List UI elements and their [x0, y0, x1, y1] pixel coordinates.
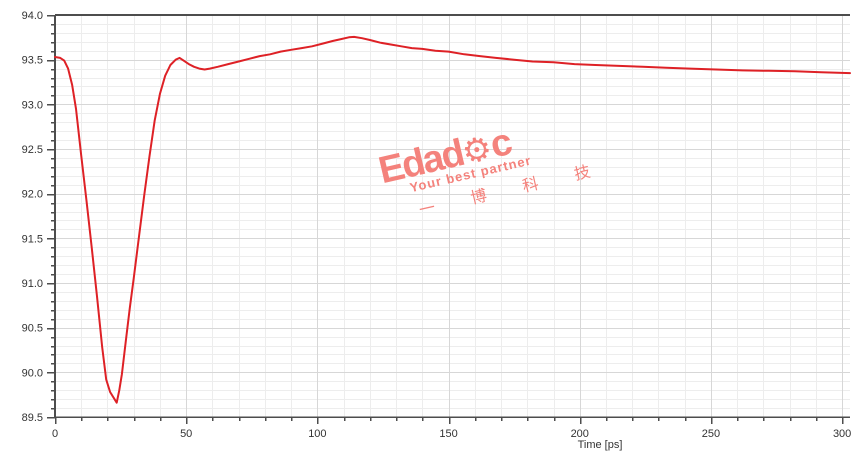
y-tick-label: 92.0	[22, 189, 43, 201]
axis-spines	[54, 14, 850, 418]
axis-ticks	[47, 14, 844, 424]
major-gridlines	[55, 15, 850, 417]
y-tick-label: 89.5	[22, 412, 43, 424]
x-tick-label: 50	[180, 428, 192, 440]
y-tick-label: 90.0	[22, 367, 43, 379]
y-tick-label: 93.5	[22, 55, 43, 67]
x-tick-label: 0	[52, 428, 58, 440]
y-tick-label: 90.5	[22, 323, 43, 335]
y-tick-label: 93.0	[22, 99, 43, 111]
series-impedance-trace	[54, 35, 851, 404]
y-tick-label: 91.0	[22, 278, 43, 290]
y-tick-label: 91.5	[22, 233, 43, 245]
y-tick-label: 92.5	[22, 144, 43, 156]
y-tick-label: 94.0	[22, 10, 43, 22]
x-axis-title: Time [ps]	[577, 439, 623, 451]
y-axis-tick-labels: 89.5 90.0 90.5 91.0 91.5 92.0 92.5 93.0 93.5 94.0	[22, 10, 43, 424]
x-tick-label: 250	[702, 428, 720, 440]
x-tick-label: 200	[571, 428, 589, 440]
x-tick-label: 100	[308, 428, 326, 440]
minor-gridlines	[55, 15, 850, 417]
x-axis-tick-labels: 0 50 100 150 200 250 300	[52, 428, 851, 440]
x-tick-label: 150	[439, 428, 457, 440]
x-tick-label: 300	[833, 428, 851, 440]
